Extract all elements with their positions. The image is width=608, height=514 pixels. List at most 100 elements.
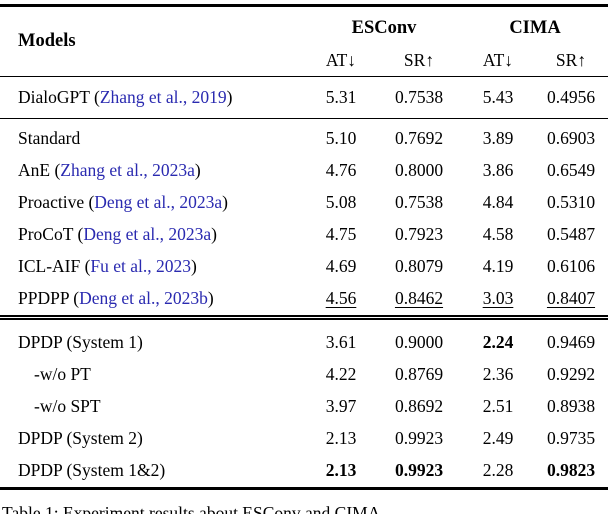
table-row: DPDP (System 2) 2.13 0.9923 2.49 0.9735 <box>0 423 608 455</box>
model-name: -w/o SPT <box>34 396 101 417</box>
citation-link[interactable]: Zhang et al., 2019 <box>99 86 227 107</box>
group-header-esconv: ESConv <box>351 17 417 38</box>
metric-header-esconv-sr: SR↑ <box>403 50 435 71</box>
table-row: PPDPP (Deng et al., 2023b) 4.56 0.8462 3.03… <box>0 283 608 318</box>
metric-value: 2.36 <box>482 364 514 385</box>
section-dpdp: DPDP (System 1) 3.61 0.9000 2.24 0.9469 -w/o … <box>0 318 608 489</box>
section-baseline: DialoGPT (Zhang et al., 2019) 5.31 0.7538 5… <box>0 77 608 119</box>
metric-value: 4.22 <box>325 364 357 385</box>
table-caption: Table 1: Experiment results about ESConv… <box>2 503 385 514</box>
model-name: DPDP (System 1) <box>18 332 143 353</box>
metric-value: 3.61 <box>325 332 357 353</box>
model-name-cell: DPDP (System 2) <box>0 423 306 455</box>
table-row: DPDP (System 1) 3.61 0.9000 2.24 0.9469 <box>0 318 608 360</box>
metric-value: 5.08 <box>325 192 357 213</box>
model-name-cell: -w/o PT <box>0 359 306 391</box>
metric-value: 0.7538 <box>394 86 444 107</box>
metric-header-row: AT↓ SR↑ AT↓ SR↑ <box>0 46 608 77</box>
results-table: Models ESConv CIMA AT↓ SR↑ AT↓ SR↑ Dialo… <box>0 4 608 490</box>
model-name: Standard <box>18 128 81 149</box>
metric-value: 0.8692 <box>394 396 444 417</box>
table-row: Proactive (Deng et al., 2023a) 5.08 0.7538… <box>0 187 608 219</box>
model-name-cell: AnE (Zhang et al., 2023a) <box>18 160 201 181</box>
model-name-cell: DPDP (System 1&2) <box>0 455 306 489</box>
metric-value: 3.89 <box>482 128 514 149</box>
metric-value: 0.6549 <box>546 160 596 181</box>
metric-value: 0.8769 <box>394 364 444 385</box>
metric-value: 0.5487 <box>546 224 596 245</box>
table-row: AnE (Zhang et al., 2023a) 4.76 0.8000 3.86 0… <box>0 155 608 187</box>
metric-value: 0.6903 <box>546 128 596 149</box>
metric-value: 3.03 <box>482 288 514 309</box>
metric-value: 0.8407 <box>546 288 596 309</box>
metric-value: 0.4956 <box>546 86 596 107</box>
group-header-row: Models ESConv CIMA <box>0 6 608 51</box>
metric-value: 0.7538 <box>394 192 444 213</box>
table-row: -w/o PT 4.22 0.8769 2.36 0.9292 <box>0 359 608 391</box>
metric-value: 3.86 <box>482 160 514 181</box>
metric-value: 0.9469 <box>546 332 596 353</box>
metric-value: 4.58 <box>482 224 514 245</box>
metric-header-cima-at: AT↓ <box>482 50 514 71</box>
metric-value: 0.8000 <box>394 160 444 181</box>
metric-value: 5.31 <box>325 86 357 107</box>
models-column-header: Models <box>18 31 76 52</box>
model-name-cell: -w/o SPT <box>0 391 306 423</box>
citation-link[interactable]: Zhang et al., 2023a <box>60 160 195 181</box>
model-name-cell: Standard <box>0 119 306 156</box>
citation-link[interactable]: Deng et al., 2023b <box>79 288 208 309</box>
model-name: DPDP (System 2) <box>18 428 143 449</box>
metric-value: 3.97 <box>325 396 357 417</box>
model-name: ICL-AIF <box>18 256 81 277</box>
metric-value: 0.7923 <box>394 224 444 245</box>
model-name-cell: DialoGPT (Zhang et al., 2019) <box>18 86 233 107</box>
metric-value: 0.6106 <box>546 256 596 277</box>
model-name-cell: ICL-AIF (Fu et al., 2023) <box>18 256 197 277</box>
citation-link[interactable]: Fu et al., 2023 <box>90 256 192 277</box>
group-header-cima: CIMA <box>509 17 561 38</box>
model-name: ProCoT <box>18 224 74 245</box>
model-name: DialoGPT <box>18 86 90 107</box>
metric-value: 0.9923 <box>394 428 444 449</box>
metric-value: 0.7692 <box>394 128 444 149</box>
citation-link[interactable]: Deng et al., 2023a <box>83 224 212 245</box>
metric-value: 2.28 <box>482 460 514 481</box>
model-name: DPDP (System 1&2) <box>18 460 166 481</box>
metric-value: 4.76 <box>325 160 357 181</box>
model-name-cell: DPDP (System 1) <box>0 318 306 360</box>
table-row: ProCoT (Deng et al., 2023a) 4.75 0.7923 4.5… <box>0 219 608 251</box>
model-name-cell: PPDPP (Deng et al., 2023b) <box>18 288 214 309</box>
model-name: PPDPP <box>18 288 69 309</box>
table-header: Models ESConv CIMA AT↓ SR↑ AT↓ SR↑ <box>0 6 608 77</box>
table-row: ICL-AIF (Fu et al., 2023) 4.69 0.8079 4.19 0… <box>0 251 608 283</box>
metric-value: 0.8938 <box>546 396 596 417</box>
table-row: -w/o SPT 3.97 0.8692 2.51 0.8938 <box>0 391 608 423</box>
metric-header-esconv-at: AT↓ <box>325 50 357 71</box>
metric-value: 4.69 <box>325 256 357 277</box>
table-row: Standard 5.10 0.7692 3.89 0.6903 <box>0 119 608 156</box>
model-name-cell: Proactive (Deng et al., 2023a) <box>18 192 228 213</box>
metric-value: 4.75 <box>325 224 357 245</box>
citation-link[interactable]: Deng et al., 2023a <box>94 192 223 213</box>
metric-header-cima-sr: SR↑ <box>555 50 587 71</box>
table-row: DPDP (System 1&2) 2.13 0.9923 2.28 0.9823 <box>0 455 608 489</box>
metric-value: 0.9823 <box>546 460 596 481</box>
model-name: Proactive <box>18 192 85 213</box>
metric-value: 0.9735 <box>546 428 596 449</box>
metric-value: 5.10 <box>325 128 357 149</box>
section-prompting-methods: Standard 5.10 0.7692 3.89 0.6903 AnE (Zhang e… <box>0 119 608 318</box>
model-name-cell: ProCoT (Deng et al., 2023a) <box>18 224 217 245</box>
metric-value: 4.56 <box>325 288 357 309</box>
metric-value: 2.51 <box>482 396 514 417</box>
metric-value: 0.5310 <box>546 192 596 213</box>
metric-value: 0.8462 <box>394 288 444 309</box>
model-name: AnE <box>18 160 51 181</box>
metric-value: 5.43 <box>482 86 514 107</box>
metric-value: 2.24 <box>482 332 514 353</box>
metric-value: 2.13 <box>325 428 357 449</box>
metric-value: 0.9923 <box>394 460 444 481</box>
table-row: DialoGPT (Zhang et al., 2019) 5.31 0.7538 5… <box>0 77 608 119</box>
metric-value: 2.13 <box>325 460 357 481</box>
metric-value: 4.19 <box>482 256 514 277</box>
